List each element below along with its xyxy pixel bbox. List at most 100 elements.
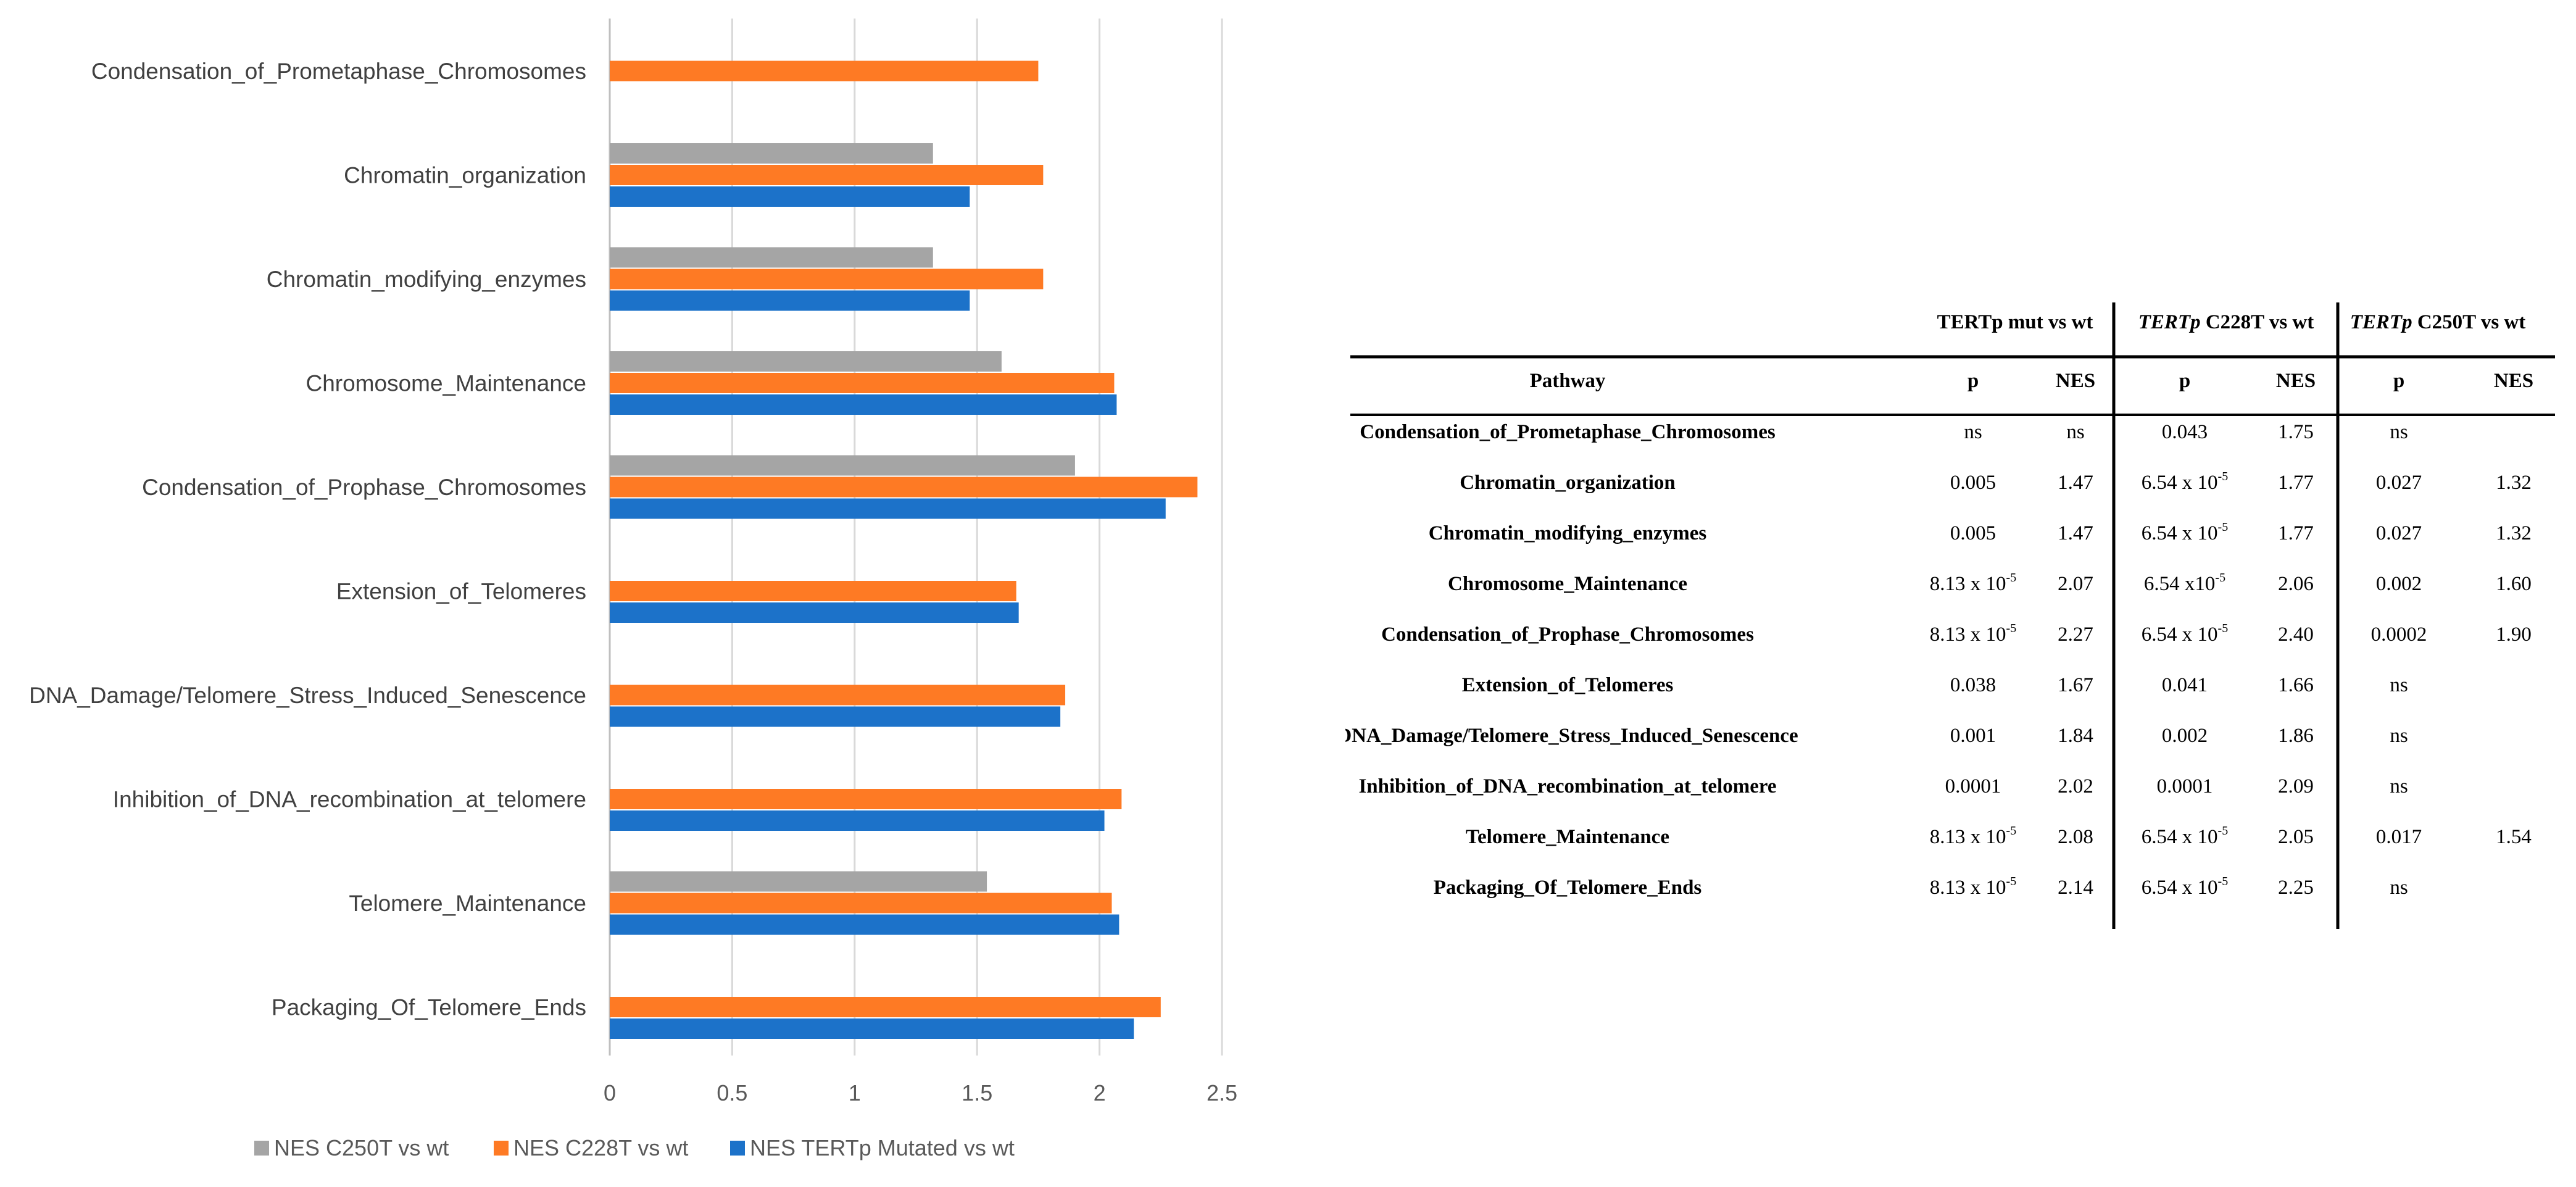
x-tick-label: 0.5	[717, 1080, 747, 1106]
bar-1-0	[610, 60, 1039, 81]
bar-1-8	[610, 893, 1112, 914]
table-value-cell: 2.08	[2058, 826, 2093, 848]
table-value-cell: 1.77	[2278, 522, 2314, 544]
category-label: Condensation_of_Prometaphase_Chromosomes	[91, 59, 586, 84]
table-value-cell: 2.40	[2278, 623, 2314, 646]
table-value-cell: 1.67	[2058, 674, 2093, 696]
nes-bar-chart: Condensation_of_Prometaphase_Chromosomes…	[29, 19, 1237, 1160]
bar-2-2	[610, 290, 970, 311]
table-value-cell: 2.06	[2278, 573, 2314, 595]
table-value-cell: 8.13 x 10-5	[1930, 571, 2016, 595]
table-value-cell: 0.005	[1950, 522, 1996, 544]
bar-2-3	[610, 394, 1117, 415]
bar-2-6	[610, 706, 1061, 727]
table-value-cell: 2.09	[2278, 775, 2314, 798]
table-value-cell: 2.27	[2058, 623, 2093, 646]
table-group-header: TERTp C250T vs wt	[2350, 311, 2526, 333]
bar-2-5	[610, 602, 1019, 623]
x-tick-label: 2	[1094, 1080, 1106, 1106]
table-value-cell: 2.05	[2278, 826, 2314, 848]
table-value-cell: 2.25	[2278, 877, 2314, 899]
table-value-cell: 1.66	[2278, 674, 2314, 696]
chart-category-labels: Condensation_of_Prometaphase_Chromosomes…	[29, 59, 586, 1020]
table-pathway-cell: Extension_of_Telomeres	[1462, 674, 1674, 696]
table-column-header: Pathway	[1530, 370, 1606, 392]
table-value-cell: 8.13 x 10-5	[1930, 875, 2016, 899]
bar-0-8	[610, 871, 987, 892]
table-pathway-cell: Telomere_Maintenance	[1466, 826, 1669, 848]
table-value-cell: 1.75	[2278, 421, 2314, 443]
table-pathway-cell: Packaging_Of_Telomere_Ends	[1434, 877, 1702, 899]
legend-swatch	[494, 1141, 509, 1156]
table-value-cell: 1.86	[2278, 725, 2314, 747]
table-value-cell: 2.07	[2058, 573, 2093, 595]
table-pathway-cell: Condensation_of_Prophase_Chromosomes	[1381, 623, 1754, 646]
table-value-cell: 1.90	[2496, 623, 2532, 646]
category-label: Chromatin_modifying_enzymes	[267, 267, 586, 292]
table-value-cell: ns	[2066, 421, 2084, 443]
bar-1-2	[610, 269, 1044, 289]
bar-0-3	[610, 351, 1002, 372]
chart-x-tick-labels: 0 0.5 1 1.5 2 2.5	[604, 1080, 1237, 1106]
table-value-cell: 0.005	[1950, 472, 1996, 494]
table-column-header: NES	[2056, 370, 2095, 392]
table-value-cell: ns	[2390, 674, 2408, 696]
table-value-cell: ns	[1964, 421, 1982, 443]
bar-1-4	[610, 477, 1198, 498]
bar-1-1	[610, 165, 1044, 185]
bar-1-7	[610, 789, 1122, 809]
table-value-cell: 6.54 x 10-5	[2142, 520, 2228, 544]
x-tick-label: 1.5	[962, 1080, 992, 1106]
table-value-cell: 0.041	[2162, 674, 2208, 696]
table-value-cell: 6.54 x 10-5	[2142, 824, 2228, 848]
legend-swatch	[730, 1141, 745, 1156]
bar-1-9	[610, 997, 1161, 1017]
table-value-cell: 8.13 x 10-5	[1930, 622, 2016, 646]
table-value-cell: 0.0001	[1945, 775, 2001, 798]
table-value-cell: 1.60	[2496, 573, 2532, 595]
table-value-cell: 1.77	[2278, 472, 2314, 494]
table-pathway-cell: Condensation_of_Prometaphase_Chromosomes	[1360, 421, 1776, 443]
legend-swatch	[254, 1141, 269, 1156]
table-value-cell: 6.54 x 10-5	[2142, 875, 2228, 899]
category-label: Chromosome_Maintenance	[305, 371, 586, 396]
table-value-cell: 1.54	[2496, 826, 2532, 848]
chart-bars	[610, 60, 1198, 1039]
category-label: Inhibition_of_DNA_recombination_at_telom…	[113, 787, 586, 812]
bar-2-7	[610, 810, 1105, 831]
bar-1-5	[610, 581, 1016, 601]
table-value-cell: ns	[2390, 421, 2408, 443]
table-value-cell: 0.0002	[2371, 623, 2427, 646]
bar-1-6	[610, 685, 1066, 706]
category-label: Telomere_Maintenance	[349, 891, 586, 916]
table-value-cell: 0.002	[2162, 725, 2208, 747]
table-value-cell: 6.54 x 10-5	[2142, 622, 2228, 646]
table-value-cell: ns	[2390, 877, 2408, 899]
legend-label: NES C228T vs wt	[513, 1135, 688, 1160]
table-value-cell: 0.002	[2376, 573, 2422, 595]
category-label: Extension_of_Telomeres	[336, 579, 586, 604]
pathway-statistics-table: TERTp mut vs wt TERTp C228T vs wt TERTp C2…	[1337, 296, 2555, 944]
table-value-cell: 1.84	[2058, 725, 2093, 747]
table-value-cell: ns	[2390, 725, 2408, 747]
category-label: Packaging_Of_Telomere_Ends	[272, 995, 586, 1020]
table-value-cell: 0.043	[2162, 421, 2208, 443]
table-group-header: TERTp C228T vs wt	[2138, 311, 2314, 333]
table-value-cell: 0.027	[2376, 522, 2422, 544]
table-column-header: NES	[2494, 370, 2533, 392]
table-value-cell: 2.14	[2058, 877, 2093, 899]
table-value-cell: 1.47	[2058, 472, 2093, 494]
table-value-cell: 6.54 x 10-5	[2142, 470, 2228, 494]
table-value-cell: 0.0001	[2157, 775, 2213, 798]
table-value-cell: 0.017	[2376, 826, 2422, 848]
table-column-header: p	[2393, 370, 2404, 392]
table-pathway-cell: Chromosome_Maintenance	[1448, 573, 1687, 595]
bar-0-4	[610, 455, 1075, 476]
bar-2-4	[610, 498, 1166, 519]
bar-2-8	[610, 914, 1120, 935]
legend-label: NES C250T vs wt	[274, 1135, 449, 1160]
table-pathway-cell: DNA_Damage/Telomere_Stress_Induced_Senes…	[1345, 725, 1798, 747]
table-value-cell: 0.027	[2376, 472, 2422, 494]
table-value-cell: 0.038	[1950, 674, 1996, 696]
category-label: Condensation_of_Prophase_Chromosomes	[142, 475, 586, 500]
